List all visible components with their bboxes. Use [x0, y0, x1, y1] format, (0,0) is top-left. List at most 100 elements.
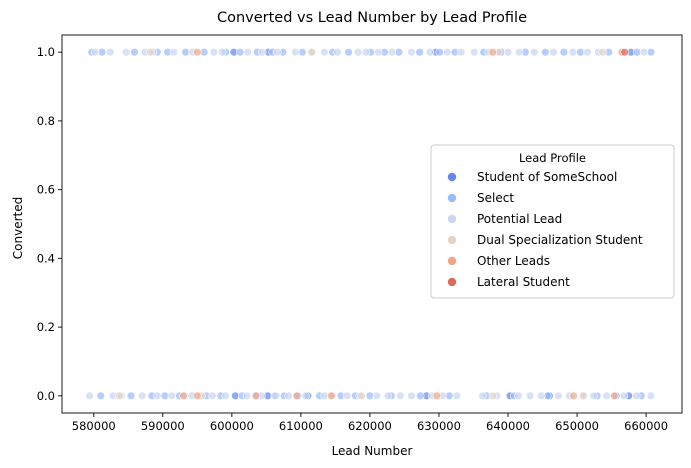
x-tick-label: 640000 — [486, 419, 530, 433]
data-point-2 — [529, 47, 539, 57]
data-point-2 — [208, 391, 217, 400]
data-point-2 — [470, 47, 479, 57]
data-point-2 — [602, 391, 611, 400]
data-point-2 — [554, 391, 563, 400]
legend-label: Student of SomeSchool — [477, 170, 617, 184]
x-tick-label: 590000 — [141, 419, 185, 433]
data-point-5 — [620, 47, 629, 57]
data-point-4 — [432, 391, 442, 400]
data-point-3 — [357, 391, 366, 400]
data-point-3 — [115, 391, 124, 400]
data-point-2 — [478, 391, 487, 400]
data-point-2 — [374, 47, 383, 57]
data-point-3 — [488, 391, 497, 400]
data-point-2 — [536, 391, 546, 400]
data-point-4 — [251, 391, 261, 400]
data-point-2 — [372, 391, 381, 400]
legend-label: Lateral Student — [477, 275, 570, 289]
data-point-2 — [167, 391, 177, 400]
data-point-3 — [598, 47, 607, 57]
data-point-3 — [146, 47, 155, 57]
legend-marker — [447, 235, 457, 245]
points-layer — [85, 47, 656, 400]
data-point-1 — [126, 391, 136, 400]
data-point-2 — [503, 47, 513, 57]
data-point-2 — [514, 47, 524, 57]
data-point-2 — [583, 47, 592, 57]
data-point-1 — [130, 47, 139, 57]
data-point-2 — [549, 47, 558, 57]
data-point-2 — [646, 391, 656, 400]
data-point-2 — [387, 47, 397, 57]
data-point-2 — [209, 47, 219, 57]
x-tick-label: 630000 — [417, 419, 461, 433]
plot-frame — [61, 34, 683, 414]
data-point-2 — [456, 47, 466, 57]
data-point-4 — [327, 391, 336, 400]
y-tick-label: 1.0 — [37, 45, 55, 59]
legend-label: Select — [477, 191, 514, 205]
data-point-2 — [443, 47, 452, 57]
data-point-1 — [235, 47, 245, 57]
data-point-2 — [270, 391, 279, 400]
data-point-2 — [407, 391, 416, 400]
data-point-4 — [610, 391, 619, 400]
data-point-2 — [284, 391, 293, 400]
data-point-2 — [90, 47, 100, 57]
legend-title: Lead Profile — [519, 151, 586, 165]
data-point-2 — [242, 391, 252, 400]
legend-box — [430, 144, 675, 299]
data-point-4 — [569, 391, 578, 400]
x-tick-label: 660000 — [624, 419, 668, 433]
data-point-2 — [121, 47, 131, 57]
data-point-2 — [383, 391, 393, 400]
data-point-2 — [301, 391, 310, 400]
legend-marker — [447, 214, 457, 224]
data-point-4 — [292, 391, 301, 400]
legend: Lead Profile Student of SomeSchool Select P… — [430, 144, 675, 299]
data-point-2 — [354, 47, 363, 57]
x-tick-label: 650000 — [555, 419, 599, 433]
data-point-4 — [179, 391, 188, 400]
y-tick-label: 0.8 — [37, 114, 55, 128]
data-point-2 — [396, 391, 405, 400]
y-tick-label: 0.4 — [37, 251, 55, 265]
data-point-2 — [452, 391, 462, 400]
data-point-2 — [333, 47, 342, 57]
legend-label: Potential Lead — [477, 212, 562, 226]
data-point-2 — [291, 47, 300, 57]
data-point-2 — [619, 391, 629, 400]
data-point-2 — [525, 391, 535, 400]
data-point-2 — [407, 47, 416, 57]
y-tick-label: 0.0 — [37, 389, 55, 403]
x-tick-label: 580000 — [72, 419, 116, 433]
data-point-2 — [106, 47, 115, 57]
y-axis-label: Converted — [11, 197, 25, 259]
x-tick-label: 610000 — [279, 419, 323, 433]
data-point-2 — [320, 47, 329, 57]
legend-label: Dual Specialization Student — [477, 233, 643, 247]
ticks-layer: 580000 590000 600000 610000 620000 630000 6400… — [37, 45, 668, 433]
data-point-1 — [415, 47, 424, 57]
data-point-3 — [307, 47, 317, 57]
data-point-2 — [639, 47, 649, 57]
data-point-2 — [258, 47, 267, 57]
legend-marker — [447, 193, 457, 203]
data-point-2 — [342, 391, 352, 400]
data-point-2 — [514, 391, 523, 400]
legend-marker — [447, 256, 457, 266]
data-point-2 — [589, 391, 598, 400]
data-point-2 — [273, 47, 282, 57]
x-axis-label: Lead Number — [332, 444, 413, 458]
data-point-2 — [361, 47, 370, 57]
y-tick-label: 0.2 — [37, 320, 55, 334]
data-point-1 — [541, 47, 550, 57]
data-point-1 — [435, 47, 444, 57]
legend-marker — [447, 277, 457, 287]
data-point-2 — [568, 47, 578, 57]
data-point-2 — [425, 47, 435, 57]
data-point-2 — [169, 47, 179, 57]
data-point-1 — [416, 391, 425, 400]
data-point-4 — [193, 47, 202, 57]
